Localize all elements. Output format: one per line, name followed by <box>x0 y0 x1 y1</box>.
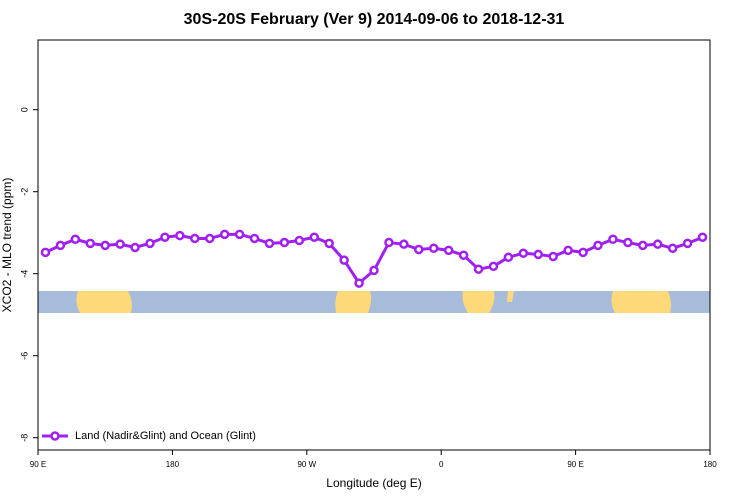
data-point <box>339 255 349 265</box>
data-point <box>85 238 96 249</box>
data-point <box>548 251 558 262</box>
y-tick-label: -4 <box>19 270 29 278</box>
data-point <box>190 233 200 244</box>
data-point <box>234 229 245 240</box>
land <box>335 291 372 313</box>
data-point <box>219 229 230 240</box>
data-point <box>354 278 364 288</box>
data-point <box>145 238 155 249</box>
x-tick-label: 90 W <box>297 460 316 469</box>
x-axis-label: Longitude (deg E) <box>326 476 421 490</box>
y-tick-label: -6 <box>19 352 29 360</box>
data-point <box>294 235 305 246</box>
data-point <box>638 240 648 251</box>
legend: Land (Nadir&Glint) and Ocean (Glint) <box>42 430 256 442</box>
series-line <box>44 232 704 286</box>
data-point <box>623 237 633 248</box>
data-point <box>279 237 290 248</box>
data-point <box>473 264 484 274</box>
data-point <box>309 232 320 242</box>
y-tick-label: -8 <box>19 434 29 442</box>
legend-marker <box>50 431 60 441</box>
data-point <box>384 237 394 248</box>
land <box>507 291 514 302</box>
x-tick-label: 90 E <box>567 460 583 469</box>
land <box>611 291 672 313</box>
data-point <box>563 245 573 256</box>
data-point <box>578 247 588 258</box>
data-point <box>324 238 334 249</box>
data-point <box>70 234 81 245</box>
x-tick-label: 180 <box>166 460 180 469</box>
ocean <box>38 291 710 313</box>
land <box>76 291 132 313</box>
data-point <box>428 243 439 254</box>
chart-title: 30S-20S February (Ver 9) 2014-09-06 to 2… <box>184 11 565 28</box>
data-point <box>697 232 708 242</box>
plot-frame <box>37 39 711 451</box>
data-point <box>503 252 514 263</box>
data-point <box>608 234 618 245</box>
land <box>462 291 495 313</box>
data-point <box>593 240 603 251</box>
data-point <box>40 247 51 258</box>
legend-label: Land (Nadir&Glint) and Ocean (Glint) <box>75 430 256 442</box>
data-point <box>667 243 678 254</box>
data-point <box>100 240 110 251</box>
data-point <box>130 242 140 253</box>
data-point <box>458 250 469 260</box>
data-point <box>443 245 454 256</box>
data-point <box>204 233 215 244</box>
data-point <box>264 238 275 249</box>
data-point <box>55 240 66 251</box>
data-point <box>533 249 544 260</box>
data-point <box>652 239 663 249</box>
data-point <box>115 239 125 249</box>
data-point <box>682 238 693 249</box>
data-point <box>369 265 379 276</box>
data-point <box>249 233 260 244</box>
data-point <box>175 230 185 241</box>
y-axis-label: XCO2 - MLO trend (ppm) <box>0 178 14 313</box>
land-ocean-band <box>38 291 710 313</box>
data-point <box>518 248 529 258</box>
data-point <box>160 232 170 242</box>
data-point <box>488 261 499 272</box>
x-tick-label: 0 <box>439 460 444 469</box>
x-tick-label: 90 E <box>30 460 46 469</box>
y-tick-label: -2 <box>19 188 29 196</box>
data-point <box>399 239 409 249</box>
data-point <box>414 244 424 255</box>
x-tick-label: 180 <box>703 460 717 469</box>
y-tick-label: 0 <box>19 107 29 112</box>
